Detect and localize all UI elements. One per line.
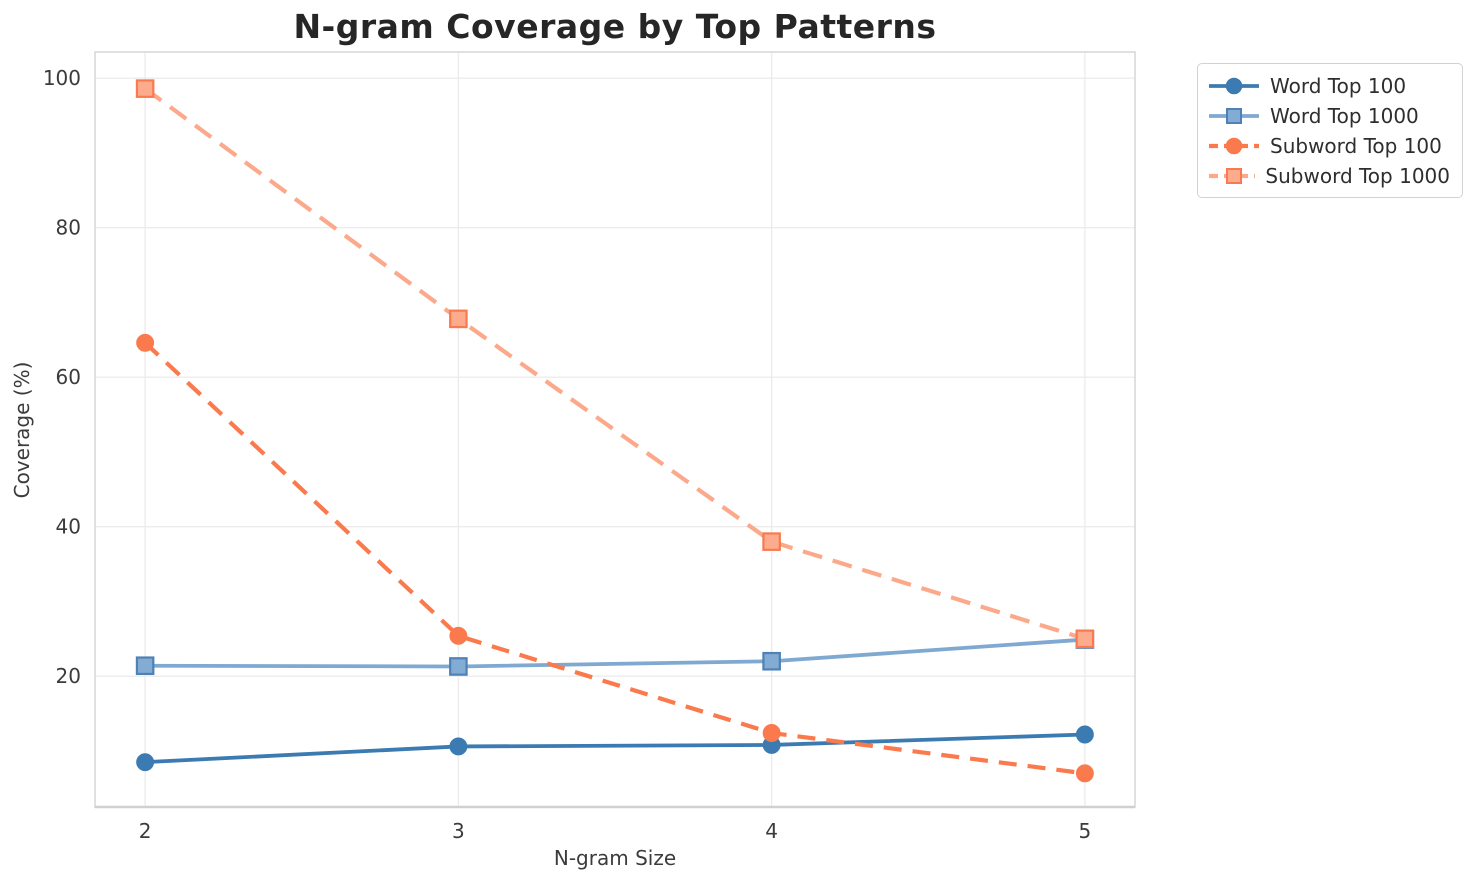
series-line-subword-top-100 (143, 341, 1086, 776)
x-tick-label-4: 4 (765, 819, 778, 843)
marker-word-top-100-x2 (136, 753, 155, 772)
y-tick-label-40: 40 (56, 515, 81, 539)
legend-item-word-top-1000: Word Top 1000 (1208, 103, 1450, 128)
series-line-word-top-100 (145, 732, 1085, 765)
series-line-subword-top-1000 (143, 86, 1086, 641)
marker-subword-top-100-x3 (449, 626, 468, 645)
x-tick-label-5: 5 (1079, 819, 1092, 843)
legend-item-subword-top-100: Subword Top 100 (1208, 133, 1450, 158)
legend-label: Subword Top 1000 (1265, 163, 1450, 188)
legend-marker-circle (1225, 77, 1243, 94)
marker-subword-top-100-x5 (1075, 764, 1094, 783)
marker-subword-top-1000-x2 (135, 79, 155, 98)
x-tick-label-3: 3 (452, 819, 465, 843)
marker-subword-top-1000-x4 (762, 532, 781, 551)
legend-marker-circle (1225, 137, 1243, 154)
marker-word-top-100-x5 (1075, 725, 1094, 744)
marker-subword-top-100-x4 (762, 724, 781, 742)
legend-label: Subword Top 100 (1270, 133, 1442, 158)
marker-word-top-1000-x4 (762, 651, 781, 671)
marker-word-top-1000-x2 (135, 656, 155, 676)
y-tick-label-80: 80 (56, 216, 81, 240)
legend-label: Word Top 1000 (1270, 103, 1419, 128)
marker-subword-top-1000-x3 (449, 309, 468, 329)
marker-subword-top-100-x2 (136, 333, 155, 352)
legend-line-sample-word-top-1000 (1209, 107, 1259, 124)
y-tick-label-100: 100 (43, 66, 81, 90)
y-tick-label-20: 20 (56, 664, 81, 688)
chart-title: N-gram Coverage by Top Patterns (293, 7, 937, 46)
legend: Word Top 100 Word Top 1000 Subword Top 100… (1197, 63, 1463, 198)
legend-item-subword-top-1000: Subword Top 1000 (1208, 163, 1450, 188)
legend-line-sample-subword-top-100 (1209, 137, 1259, 154)
marker-word-top-100-x3 (449, 737, 468, 756)
x-axis-label: N-gram Size (553, 846, 677, 870)
x-tick-label-2: 2 (139, 819, 152, 843)
legend-marker-square (1226, 107, 1242, 124)
legend-line-sample-word-top-100 (1209, 77, 1259, 94)
marker-subword-top-1000-x5 (1075, 629, 1095, 649)
marker-word-top-1000-x3 (449, 657, 468, 676)
legend-item-word-top-100: Word Top 100 (1208, 73, 1450, 98)
series-line-word-top-1000 (145, 637, 1086, 669)
y-axis-label: Coverage (%) (10, 361, 34, 499)
y-tick-label-60: 60 (56, 365, 81, 389)
legend-marker-square (1226, 167, 1242, 184)
legend-label: Word Top 100 (1270, 73, 1407, 98)
legend-line-sample-subword-top-1000 (1209, 167, 1256, 184)
